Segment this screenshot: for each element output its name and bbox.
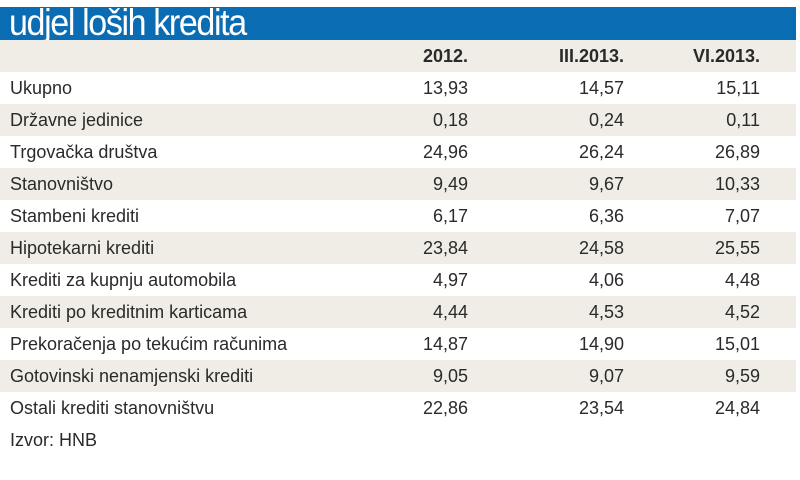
column-header: III.2013. [558,46,624,66]
value-cell: 4,52 [724,302,760,322]
table-row: Stambeni krediti 6,17 6,36 7,07 [0,200,796,232]
value-cell: 9,59 [724,366,760,386]
row-label: Hipotekarni krediti [10,238,155,258]
value-cell: 14,90 [578,334,624,354]
value-cell: 4,06 [588,270,624,290]
header-row: 2012. III.2013. VI.2013. [0,40,796,72]
value-cell: 23,54 [578,398,624,418]
row-label: Trgovačka društva [10,142,158,162]
data-table: 2012. III.2013. VI.2013. Ukupno 13,93 14,5… [0,40,796,456]
row-label: Ukupno [10,78,73,98]
row-label: Krediti po kreditnim karticama [10,302,248,322]
table-row: Krediti za kupnju automobila 4,97 4,06 4,48 [0,264,796,296]
table-title: udjel loših kredita [9,2,247,43]
value-cell: 0,18 [432,110,468,130]
value-cell: 26,89 [714,142,760,162]
row-label: Krediti za kupnju automobila [10,270,237,290]
row-label: Stanovništvo [10,174,114,194]
value-cell: 0,24 [588,110,624,130]
value-cell: 4,48 [724,270,760,290]
value-cell: 24,84 [714,398,760,418]
value-cell: 13,93 [422,78,468,98]
value-cell: 22,86 [422,398,468,418]
value-cell: 9,67 [588,174,624,194]
value-cell: 14,57 [578,78,624,98]
table-row: Gotovinski nenamjenski krediti 9,05 9,07 9,… [0,360,796,392]
row-label: Gotovinski nenamjenski krediti [10,366,254,386]
value-cell: 0,11 [726,110,760,130]
value-cell: 4,97 [432,270,468,290]
value-cell: 4,44 [432,302,468,322]
value-cell: 7,07 [724,206,760,226]
table-row: Krediti po kreditnim karticama 4,44 4,53 4,… [0,296,796,328]
table-row: Trgovačka društva 24,96 26,24 26,89 [0,136,796,168]
value-cell: 6,36 [588,206,624,226]
value-cell: 26,24 [578,142,624,162]
table-row: Ostali krediti stanovništvu 22,86 23,54 24,… [0,392,796,424]
value-cell: 15,01 [714,334,760,354]
row-label: Državne jedinice [10,110,144,130]
value-cell: 9,49 [432,174,468,194]
table-row: Državne jedinice 0,18 0,24 0,11 [0,104,796,136]
value-cell: 15,11 [716,78,760,98]
source-row: Izvor: HNB [0,424,796,456]
column-header: VI.2013. [692,46,760,66]
value-cell: 4,53 [588,302,624,322]
value-cell: 24,96 [422,142,468,162]
source-note: Izvor: HNB [10,430,98,450]
table-row: Ukupno 13,93 14,57 15,11 [0,72,796,104]
value-cell: 10,33 [714,174,760,194]
value-cell: 14,87 [422,334,468,354]
table-row: Hipotekarni krediti 23,84 24,58 25,55 [0,232,796,264]
row-label: Stambeni krediti [10,206,140,226]
value-cell: 9,05 [432,366,468,386]
value-cell: 6,17 [432,206,468,226]
title-bar: udjel loših kredita [0,2,796,43]
value-cell: 25,55 [714,238,760,258]
row-label: Ostali krediti stanovništvu [10,398,215,418]
value-cell: 24,58 [578,238,624,258]
row-label: Prekoračenja po tekućim računima [10,334,288,354]
column-header: 2012. [422,46,468,66]
value-cell: 9,07 [588,366,624,386]
value-cell: 23,84 [422,238,468,258]
table-row: Prekoračenja po tekućim računima 14,87 14,… [0,328,796,360]
table-row: Stanovništvo 9,49 9,67 10,33 [0,168,796,200]
